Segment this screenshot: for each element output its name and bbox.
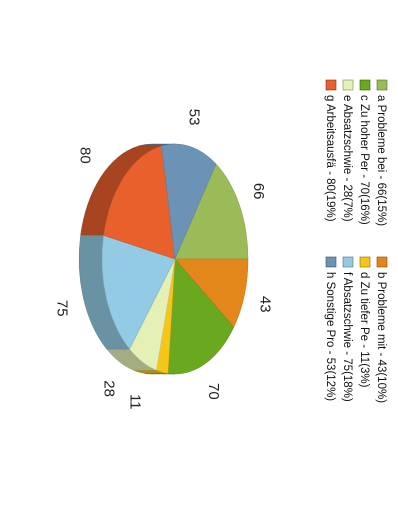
legend-label-e: e Absatzschwie - 28(7%) [341, 95, 353, 222]
legend-swatch-e [342, 79, 354, 91]
legend-label-b: b Probleme mit - 43(10%) [375, 272, 387, 403]
pie-slice-b [174, 258, 249, 328]
data-label-b: 43 [256, 296, 273, 313]
data-label-f: 75 [54, 300, 71, 317]
data-label-a: 66 [250, 183, 267, 200]
legend-swatch-c [359, 79, 371, 91]
legend-item-e: e Absatzschwie - 28(7%) [341, 79, 354, 222]
legend: a Probleme bei - 66(15%) b Probleme mit -… [324, 79, 388, 403]
legend-swatch-b [376, 256, 388, 268]
legend-label-d: d Zu tiefer Pe - 11(3%) [358, 272, 370, 388]
data-label-e: 28 [100, 380, 117, 397]
legend-label-h: h Sonstige Pro - 53(12%) [324, 272, 336, 401]
legend-swatch-f [342, 256, 354, 268]
data-label-g: 80 [77, 147, 94, 164]
data-label-d: 11 [126, 394, 143, 410]
data-label-c: 70 [205, 383, 222, 400]
pie-slice-a [174, 163, 249, 260]
pie-slice-g [103, 145, 176, 260]
legend-item-f: f Absatzschwie - 75(18%) [341, 256, 354, 402]
legend-label-g: g Arbeitsausfä - 80(19%) [324, 95, 336, 222]
legend-item-h: h Sonstige Pro - 53(12%) [324, 256, 337, 401]
legend-swatch-g [325, 79, 337, 91]
legend-swatch-a [376, 79, 388, 91]
legend-label-f: f Absatzschwie - 75(18%) [341, 272, 353, 402]
data-label-h: 53 [185, 109, 202, 126]
pie-slice-h [161, 143, 217, 260]
legend-label-a: a Probleme bei - 66(15%) [375, 95, 387, 226]
data-labels: 66 43 70 11 28 75 80 53 [54, 109, 274, 410]
legend-item-g: g Arbeitsausfä - 80(19%) [324, 79, 337, 222]
pie-slice-f [101, 235, 176, 350]
pie-layer [78, 143, 249, 375]
legend-item-a: a Probleme bei - 66(15%) [375, 79, 388, 226]
legend-swatch-d [359, 256, 371, 268]
legend-item-d: d Zu tiefer Pe - 11(3%) [358, 256, 371, 388]
legend-label-c: c Zu hoher Per - 70(16%) [358, 95, 370, 225]
legend-swatch-h [325, 256, 337, 268]
legend-item-b: b Probleme mit - 43(10%) [375, 256, 388, 403]
legend-item-c: c Zu hoher Per - 70(16%) [358, 79, 371, 225]
pie-slice-c [167, 258, 235, 375]
